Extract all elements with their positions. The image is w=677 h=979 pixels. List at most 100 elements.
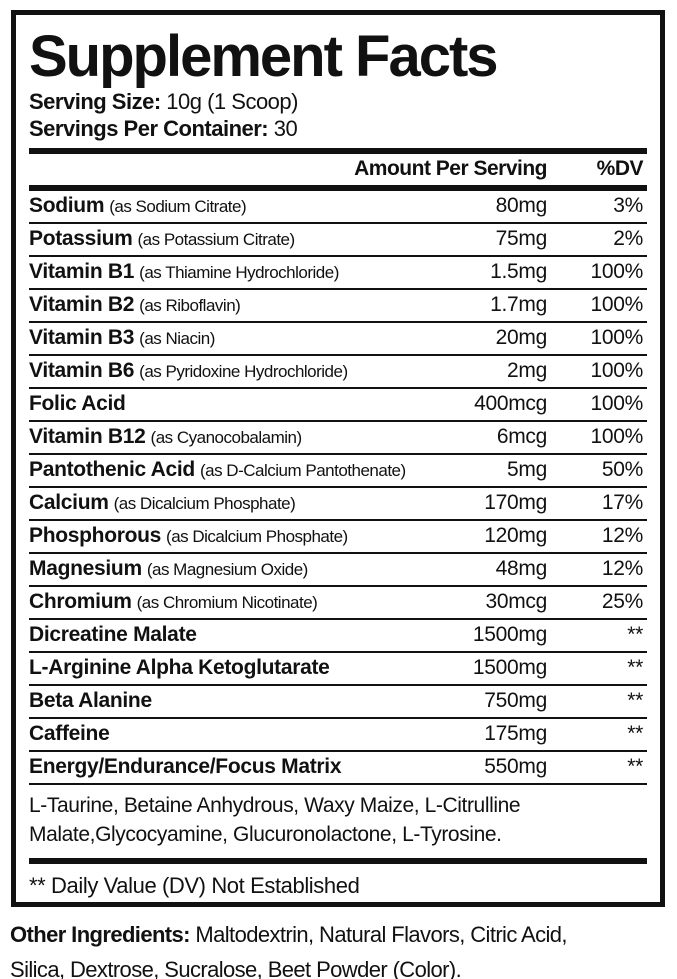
nutrient-dv: 12% — [601, 524, 643, 548]
nutrient-name-cell: Dicreatine Malate — [29, 623, 432, 647]
nutrient-name-cell: Potassium (as Potassium Citrate) — [29, 227, 432, 251]
nutrient-name-cell: Folic Acid — [29, 392, 432, 416]
table-row: Pantothenic Acid (as D-Calcium Pantothena… — [29, 455, 647, 488]
nutrient-rows: Sodium (as Sodium Citrate) 80mg 3% Potass… — [29, 191, 647, 785]
nutrient-name-cell: Vitamin B3 (as Niacin) — [29, 326, 432, 350]
nutrient-name: Vitamin B3 — [29, 326, 135, 350]
supplement-facts-panel: Supplement Facts Serving Size: 10g (1 Sc… — [11, 10, 665, 907]
nutrient-name-cell: Chromium (as Chromium Nicotinate) — [29, 590, 432, 614]
table-row: Energy/Endurance/Focus Matrix 550mg ** — [29, 752, 647, 785]
nutrient-source: (as Sodium Citrate) — [109, 197, 247, 217]
nutrient-dv: 50% — [601, 458, 643, 482]
nutrient-amount: 750mg — [484, 689, 547, 713]
table-row: Folic Acid 400mcg 100% — [29, 389, 647, 422]
nutrient-name: Pantothenic Acid — [29, 458, 195, 482]
nutrient-name: Dicreatine Malate — [29, 623, 197, 647]
nutrient-name-cell: Calcium (as Dicalcium Phosphate) — [29, 491, 432, 515]
nutrient-dv: ** — [627, 722, 643, 746]
nutrient-name: Sodium — [29, 194, 105, 218]
nutrient-name-cell: L-Arginine Alpha Ketoglutarate — [29, 656, 432, 680]
nutrient-amount: 1.5mg — [490, 260, 547, 284]
nutrient-name: Folic Acid — [29, 392, 126, 416]
table-row: Calcium (as Dicalcium Phosphate) 170mg 17… — [29, 488, 647, 521]
nutrient-name-cell: Vitamin B1 (as Thiamine Hydrochloride) — [29, 260, 432, 284]
nutrient-name: Vitamin B12 — [29, 425, 146, 449]
nutrient-amount: 80mg — [495, 194, 548, 218]
nutrient-amount: 48mg — [495, 557, 548, 581]
nutrient-name: Calcium — [29, 491, 109, 515]
nutrient-source: (as Potassium Citrate) — [137, 230, 296, 250]
thick-divider-top — [29, 147, 647, 154]
table-row: Vitamin B2 (as Riboflavin) 1.7mg 100% — [29, 290, 647, 323]
nutrient-source: (as Niacin) — [139, 329, 215, 349]
table-row: Caffeine 175mg ** — [29, 719, 647, 752]
percent-dv-header: %DV — [596, 157, 644, 181]
daily-value-footnote: ** Daily Value (DV) Not Established — [29, 872, 360, 898]
nutrient-name: Magnesium — [29, 557, 142, 581]
nutrient-name: Caffeine — [29, 722, 110, 746]
nutrient-source: (as Cyanocobalamin) — [150, 428, 303, 448]
nutrient-dv: ** — [627, 755, 643, 779]
nutrient-amount: 550mg — [484, 755, 547, 779]
nutrient-dv: 100% — [590, 293, 643, 317]
table-row: Beta Alanine 750mg ** — [29, 686, 647, 719]
table-row: Sodium (as Sodium Citrate) 80mg 3% — [29, 191, 647, 224]
table-row: Vitamin B3 (as Niacin) 20mg 100% — [29, 323, 647, 356]
serving-size-line: Serving Size: 10g (1 Scoop) — [29, 88, 647, 115]
nutrient-amount: 120mg — [484, 524, 547, 548]
table-row: Vitamin B12 (as Cyanocobalamin) 6mcg 100% — [29, 422, 647, 455]
nutrient-dv: 25% — [601, 590, 643, 614]
thick-divider-header — [29, 184, 647, 191]
nutrient-source: (as Dicalcium Phosphate) — [166, 527, 348, 547]
table-row: Chromium (as Chromium Nicotinate) 30mcg 2… — [29, 587, 647, 620]
nutrient-amount: 20mg — [495, 326, 548, 350]
nutrient-name: Vitamin B2 — [29, 293, 135, 317]
nutrient-name: Phosphorous — [29, 524, 162, 548]
nutrient-name-cell: Vitamin B2 (as Riboflavin) — [29, 293, 432, 317]
table-row: Magnesium (as Magnesium Oxide) 48mg 12% — [29, 554, 647, 587]
nutrient-name-cell: Pantothenic Acid (as D-Calcium Pantothena… — [29, 458, 432, 482]
nutrient-name-cell: Phosphorous (as Dicalcium Phosphate) — [29, 524, 432, 548]
nutrient-name: Beta Alanine — [29, 689, 152, 713]
nutrient-dv: 2% — [613, 227, 643, 251]
nutrient-source: (as Magnesium Oxide) — [146, 560, 309, 580]
table-row: Potassium (as Potassium Citrate) 75mg 2% — [29, 224, 647, 257]
nutrient-name: Vitamin B1 — [29, 260, 135, 284]
panel-title: Supplement Facts — [29, 24, 499, 89]
nutrient-name: L-Arginine Alpha Ketoglutarate — [29, 656, 330, 680]
matrix-ingredients-text: L-Taurine, Betaine Anhydrous, Waxy Maize… — [29, 793, 521, 846]
nutrient-dv: 17% — [601, 491, 643, 515]
table-row: Vitamin B1 (as Thiamine Hydrochloride) 1.… — [29, 257, 647, 290]
nutrient-name: Vitamin B6 — [29, 359, 135, 383]
nutrient-source: (as Riboflavin) — [139, 296, 241, 316]
other-ingredients-label: Other Ingredients: — [10, 922, 190, 947]
table-header-row: Amount Per Serving %DV — [29, 154, 647, 185]
nutrient-amount: 75mg — [495, 227, 548, 251]
servings-per-container-value: 30 — [273, 115, 298, 141]
nutrient-amount: 175mg — [484, 722, 547, 746]
nutrient-amount: 6mcg — [496, 425, 547, 449]
serving-size-label: Serving Size: — [29, 88, 161, 114]
nutrient-dv: ** — [627, 656, 643, 680]
nutrient-name-cell: Beta Alanine — [29, 689, 432, 713]
nutrient-name-cell: Vitamin B12 (as Cyanocobalamin) — [29, 425, 432, 449]
nutrient-amount: 170mg — [484, 491, 547, 515]
nutrient-amount: 1.7mg — [490, 293, 547, 317]
other-ingredients-value: Maltodextrin, Natural Flavors, Citric Ac… — [10, 922, 568, 979]
nutrient-dv: 100% — [590, 260, 643, 284]
nutrient-source: (as Thiamine Hydrochloride) — [139, 263, 339, 283]
table-row: Dicreatine Malate 1500mg ** — [29, 620, 647, 653]
nutrient-amount: 1500mg — [472, 656, 547, 680]
nutrient-dv: 100% — [590, 392, 643, 416]
nutrient-amount: 5mg — [507, 458, 547, 482]
nutrient-amount: 2mg — [507, 359, 547, 383]
nutrient-dv: ** — [627, 623, 643, 647]
nutrient-amount: 1500mg — [472, 623, 547, 647]
nutrient-name: Energy/Endurance/Focus Matrix — [29, 755, 342, 779]
table-row: Vitamin B6 (as Pyridoxine Hydrochloride) … — [29, 356, 647, 389]
other-ingredients-line: Other Ingredients: Maltodextrin, Natural… — [10, 917, 670, 979]
nutrient-dv: 12% — [601, 557, 643, 581]
nutrient-dv: 100% — [590, 326, 643, 350]
servings-per-container-line: Servings Per Container: 30 — [29, 115, 647, 142]
